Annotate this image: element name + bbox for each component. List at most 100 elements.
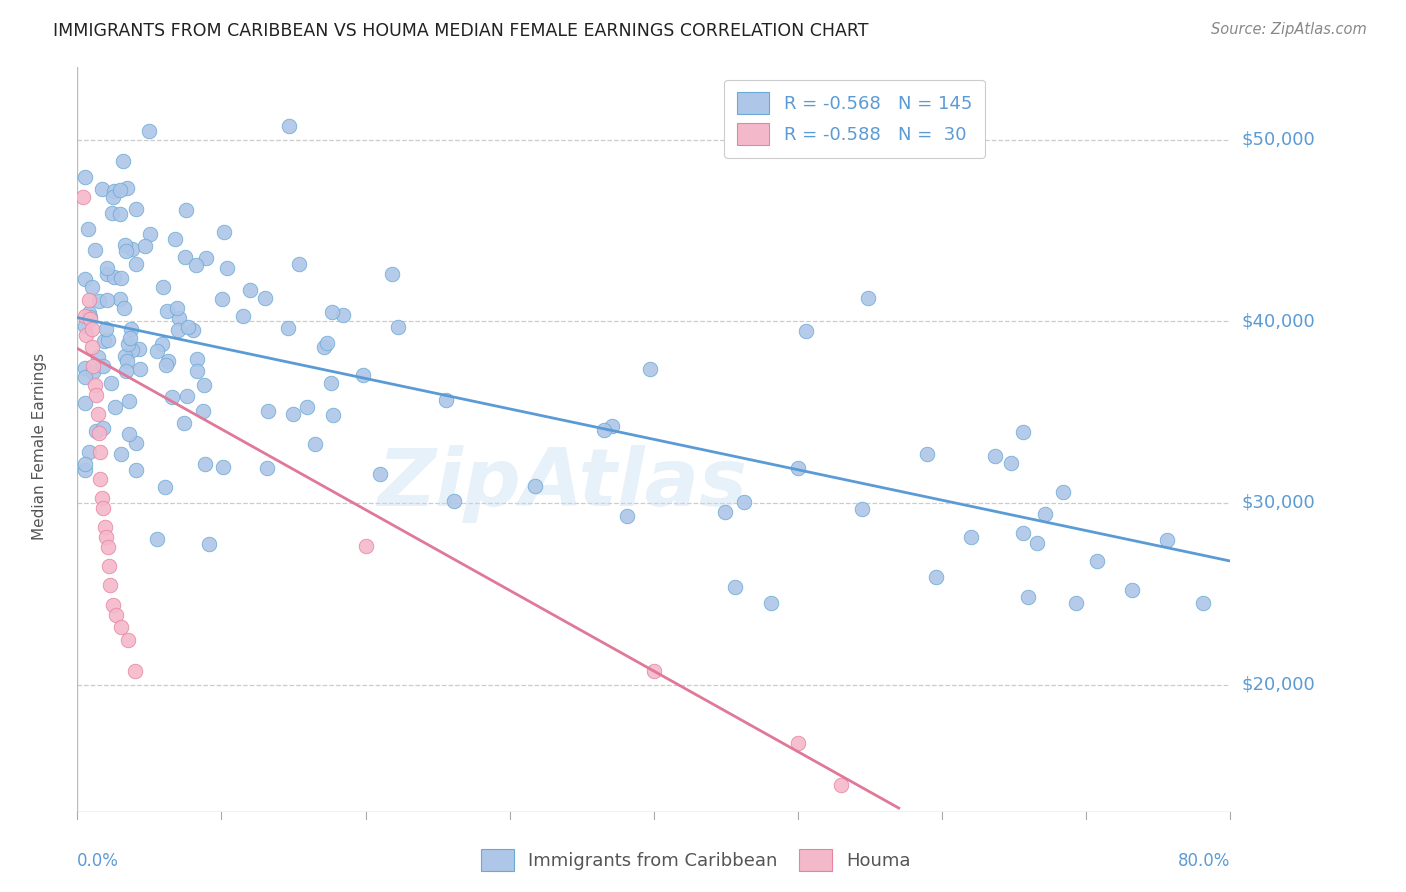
Point <box>89 473 111 487</box>
Text: Median Female Earnings: Median Female Earnings <box>32 352 46 540</box>
Point <box>166 301 188 315</box>
Point <box>155 358 177 372</box>
Point <box>86 424 108 438</box>
Point <box>304 437 326 451</box>
Point <box>794 324 817 338</box>
Point <box>110 271 132 285</box>
Point <box>82 359 104 374</box>
Point <box>77 444 100 458</box>
Point <box>277 321 299 335</box>
Text: $50,000: $50,000 <box>1241 130 1316 149</box>
Point <box>96 261 118 276</box>
Point <box>146 532 169 546</box>
Point <box>288 257 311 271</box>
Point <box>524 478 547 492</box>
Point <box>103 184 125 198</box>
Point <box>1017 590 1039 604</box>
Point <box>830 778 852 792</box>
Point <box>157 354 180 368</box>
Legend: R = -0.568   N = 145, R = -0.588   N =  30: R = -0.568 N = 145, R = -0.588 N = 30 <box>724 79 984 158</box>
Point <box>118 427 141 442</box>
Point <box>787 735 810 749</box>
Point <box>73 458 96 472</box>
Point <box>93 520 115 534</box>
Point <box>125 462 148 476</box>
Point <box>167 323 190 337</box>
Point <box>91 182 114 196</box>
Point <box>960 530 983 544</box>
Point <box>443 494 465 508</box>
Point <box>153 480 176 494</box>
Point <box>125 436 148 450</box>
Point <box>83 378 105 392</box>
Point <box>312 340 335 354</box>
Legend: Immigrants from Caribbean, Houma: Immigrants from Caribbean, Houma <box>474 842 918 879</box>
Point <box>150 336 173 351</box>
Point <box>759 596 782 610</box>
Point <box>184 259 207 273</box>
Text: $40,000: $40,000 <box>1241 312 1316 330</box>
Point <box>194 457 217 471</box>
Point <box>91 421 114 435</box>
Point <box>73 361 96 376</box>
Text: $30,000: $30,000 <box>1241 494 1316 512</box>
Point <box>77 293 100 308</box>
Text: ZipAtlas: ZipAtlas <box>377 445 747 523</box>
Point <box>73 309 96 323</box>
Point <box>856 291 879 305</box>
Point <box>134 239 156 253</box>
Point <box>152 280 174 294</box>
Point <box>117 394 139 409</box>
Point <box>643 664 665 678</box>
Point <box>186 364 208 378</box>
Point <box>256 461 278 475</box>
Point <box>321 305 343 319</box>
Point <box>160 391 183 405</box>
Point <box>984 449 1007 463</box>
Point <box>176 389 198 403</box>
Point <box>1011 526 1033 541</box>
Point <box>915 447 938 461</box>
Point <box>297 400 319 414</box>
Point <box>322 409 344 423</box>
Point <box>75 328 97 343</box>
Point <box>138 124 160 138</box>
Point <box>73 169 96 184</box>
Point <box>195 252 218 266</box>
Point <box>115 244 138 259</box>
Point <box>1121 582 1143 597</box>
Point <box>321 376 343 390</box>
Point <box>177 320 200 334</box>
Text: $20,000: $20,000 <box>1241 675 1316 694</box>
Point <box>87 426 110 441</box>
Point <box>165 232 187 246</box>
Point <box>256 404 278 418</box>
Point <box>125 202 148 216</box>
Point <box>82 365 104 379</box>
Point <box>89 445 111 459</box>
Point <box>103 190 125 204</box>
Point <box>100 376 122 390</box>
Point <box>193 404 215 418</box>
Text: 80.0%: 80.0% <box>1178 852 1230 870</box>
Point <box>117 337 139 351</box>
Point <box>173 250 195 264</box>
Point <box>638 361 661 376</box>
Point <box>98 559 121 574</box>
Point <box>387 320 409 334</box>
Point <box>1033 507 1056 521</box>
Point <box>198 536 221 550</box>
Point <box>1000 456 1022 470</box>
Text: Source: ZipAtlas.com: Source: ZipAtlas.com <box>1211 22 1367 37</box>
Point <box>110 620 132 634</box>
Point <box>93 334 115 348</box>
Point <box>1064 596 1087 610</box>
Point <box>96 530 118 544</box>
Point <box>91 501 114 516</box>
Point <box>79 312 101 326</box>
Point <box>193 378 215 392</box>
Point <box>104 401 127 415</box>
Point <box>115 181 138 195</box>
Point <box>96 293 118 308</box>
Point <box>84 388 107 402</box>
